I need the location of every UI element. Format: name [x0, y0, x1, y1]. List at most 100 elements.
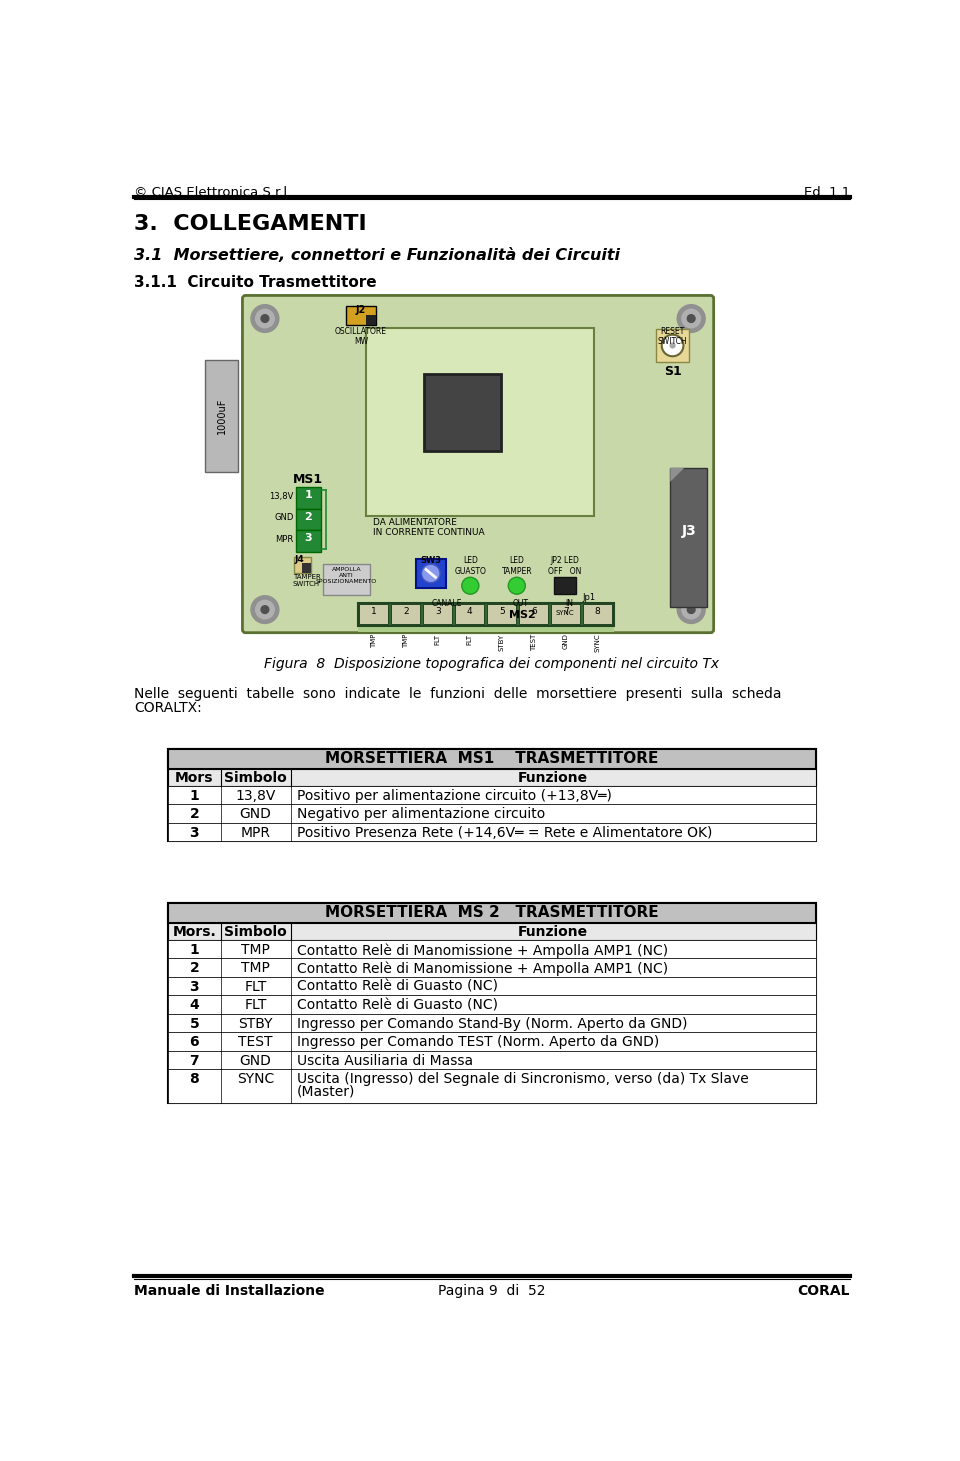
Text: MORSETTIERA  MS1    TRASMETTITORE: MORSETTIERA MS1 TRASMETTITORE: [325, 751, 659, 766]
Text: 2: 2: [304, 511, 312, 522]
Text: J2: J2: [356, 305, 366, 314]
Bar: [670, 468, 708, 606]
Bar: [168, 923, 816, 939]
Text: MPR: MPR: [276, 535, 294, 543]
Bar: [168, 823, 816, 842]
Text: 7: 7: [189, 1053, 200, 1068]
Text: STBY: STBY: [238, 1017, 273, 1031]
Text: Nelle  seguenti  tabelle  sono  indicate  le  funzioni  delle  morsettiere  pres: Nelle seguenti tabelle sono indicate le …: [134, 687, 781, 701]
Bar: [168, 786, 816, 805]
Bar: [366, 327, 594, 516]
Text: RESET
SWITCH: RESET SWITCH: [658, 327, 687, 346]
Text: TMP: TMP: [371, 634, 377, 647]
Text: TMP: TMP: [403, 634, 409, 647]
Text: 1: 1: [304, 491, 312, 500]
Text: TEST: TEST: [531, 634, 537, 650]
Bar: [296, 487, 321, 508]
Bar: [168, 1014, 816, 1033]
Text: GND: GND: [563, 634, 568, 649]
Text: © CIAS Elettronica S.r.l.: © CIAS Elettronica S.r.l.: [134, 186, 291, 199]
Bar: [168, 749, 816, 842]
Bar: [358, 603, 613, 625]
Text: (Master): (Master): [297, 1084, 355, 1099]
Text: 4: 4: [189, 998, 200, 1012]
Text: 3.  COLLEGAMENTI: 3. COLLEGAMENTI: [134, 213, 367, 234]
Text: Funzione: Funzione: [518, 925, 588, 939]
Text: AMPOLLA
ANTI
SPOSIZIONAMENTO: AMPOLLA ANTI SPOSIZIONAMENTO: [316, 567, 377, 584]
Text: SYNC: SYNC: [556, 611, 574, 617]
Text: Funzione: Funzione: [518, 771, 588, 786]
Text: Ingresso per Comando Stand-By (Norm. Aperto da GND): Ingresso per Comando Stand-By (Norm. Ape…: [297, 1017, 687, 1031]
Text: 3: 3: [189, 980, 200, 993]
Text: Contatto Relè di Guasto (NC): Contatto Relè di Guasto (NC): [297, 980, 497, 993]
Circle shape: [462, 577, 479, 595]
Bar: [324, 564, 370, 595]
Circle shape: [682, 310, 701, 327]
Text: Simbolo: Simbolo: [225, 771, 287, 786]
Text: 13,8V: 13,8V: [269, 492, 294, 501]
Text: 2: 2: [189, 961, 200, 976]
Circle shape: [421, 564, 440, 583]
Bar: [168, 958, 816, 977]
Text: OUT: OUT: [513, 599, 529, 608]
Polygon shape: [670, 468, 684, 482]
Text: SYNC: SYNC: [594, 634, 601, 652]
Text: Ingresso per Comando TEST (Norm. Aperto da GND): Ingresso per Comando TEST (Norm. Aperto …: [297, 1036, 659, 1049]
Text: J3: J3: [682, 524, 696, 538]
Text: FLT: FLT: [435, 634, 441, 644]
Text: 2: 2: [403, 606, 409, 615]
Bar: [168, 749, 816, 768]
Text: Uscita Ausiliaria di Massa: Uscita Ausiliaria di Massa: [297, 1053, 473, 1068]
Text: FLT: FLT: [245, 980, 267, 993]
Bar: [168, 768, 816, 786]
Circle shape: [251, 596, 278, 624]
Text: 1: 1: [371, 606, 376, 615]
Text: Simbolo: Simbolo: [225, 925, 287, 939]
Circle shape: [261, 314, 269, 323]
Text: TMP: TMP: [241, 961, 270, 976]
Bar: [295, 557, 311, 573]
Text: 3: 3: [189, 825, 200, 840]
Text: MS1: MS1: [293, 473, 324, 487]
Text: J4: J4: [295, 555, 304, 564]
Bar: [296, 530, 321, 552]
Text: Mors.: Mors.: [173, 925, 216, 939]
Bar: [584, 605, 612, 624]
Text: SYNC: SYNC: [237, 1072, 275, 1087]
Text: 5: 5: [189, 1017, 200, 1031]
Text: 3: 3: [435, 606, 441, 615]
Bar: [423, 374, 501, 451]
Text: Positivo per alimentazione circuito (+13,8V═): Positivo per alimentazione circuito (+13…: [297, 789, 612, 804]
Bar: [168, 903, 816, 1103]
Text: CORAL: CORAL: [798, 1284, 850, 1299]
Bar: [168, 805, 816, 823]
Bar: [168, 995, 816, 1014]
Text: STBY: STBY: [499, 634, 505, 650]
Text: 8: 8: [189, 1072, 200, 1087]
Bar: [205, 359, 238, 472]
Text: 1: 1: [189, 942, 200, 957]
Text: Pagina 9  di  52: Pagina 9 di 52: [439, 1284, 545, 1299]
Text: DA ALIMENTATORE
IN CORRENTE CONTINUA: DA ALIMENTATORE IN CORRENTE CONTINUA: [373, 519, 485, 538]
FancyBboxPatch shape: [243, 295, 713, 633]
Bar: [347, 307, 375, 324]
Text: 2: 2: [189, 808, 200, 821]
Text: TEST: TEST: [238, 1036, 273, 1049]
Text: 3: 3: [304, 533, 312, 543]
Text: Positivo Presenza Rete (+14,6V═ = Rete e Alimentatore OK): Positivo Presenza Rete (+14,6V═ = Rete e…: [297, 825, 712, 840]
Text: TAMPER
SWITCH: TAMPER SWITCH: [293, 574, 321, 587]
Text: Manuale di Installazione: Manuale di Installazione: [134, 1284, 324, 1299]
Text: Mors: Mors: [175, 771, 214, 786]
Text: 5: 5: [499, 606, 505, 615]
Text: 13,8V: 13,8V: [235, 789, 276, 804]
Circle shape: [677, 596, 706, 624]
Bar: [296, 508, 321, 530]
Bar: [551, 605, 580, 624]
Bar: [358, 625, 613, 633]
Circle shape: [251, 305, 278, 333]
Text: FLT: FLT: [245, 998, 267, 1012]
Circle shape: [255, 310, 275, 327]
Text: Contatto Relè di Manomissione + Ampolla AMP1 (NC): Contatto Relè di Manomissione + Ampolla …: [297, 961, 668, 976]
Text: S1: S1: [663, 365, 682, 378]
Text: 4: 4: [467, 606, 472, 615]
